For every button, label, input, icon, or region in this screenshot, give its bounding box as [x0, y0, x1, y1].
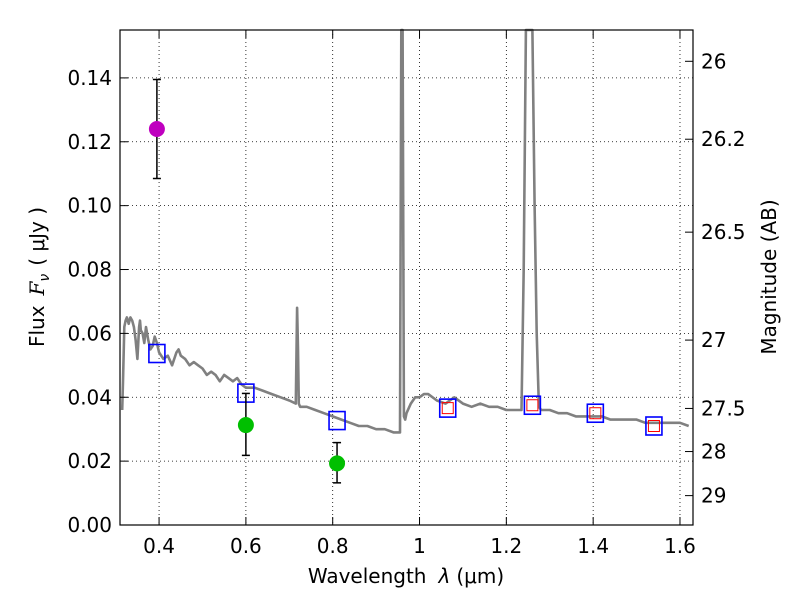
y2-tick-label: 27.5 — [701, 396, 746, 420]
upper-limit-square — [647, 420, 660, 432]
y2-axis-title: Magnitude (AB) — [757, 199, 781, 354]
y2-tick-label: 27 — [701, 328, 726, 352]
model-flux-square — [328, 410, 346, 431]
y2-tick-label: 26.2 — [701, 127, 746, 151]
x-tick-label: 1.6 — [664, 534, 696, 558]
x-axis-title-unit: (μm) — [456, 564, 504, 588]
model-flux-square — [645, 416, 663, 436]
model-flux-square — [148, 343, 166, 364]
y2-tick-label: 28 — [701, 440, 726, 464]
model-flux-square — [586, 403, 605, 424]
x-tick-label: 0.4 — [143, 534, 175, 558]
x-tick-label: 0.8 — [317, 534, 349, 558]
y-axis-title-text: Flux — [25, 305, 49, 347]
observed-point — [148, 121, 165, 137]
x-tick-label: 1 — [413, 534, 426, 558]
y2-tick-label: 29 — [701, 484, 726, 508]
x-tick-label: 0.6 — [230, 534, 262, 558]
y-tick-label: 0.08 — [67, 258, 112, 282]
x-axis-title-text: Wavelength — [308, 564, 427, 588]
y2-tick-label: 26.5 — [701, 220, 746, 244]
ticks: 0.4 0.6 0.8 1 1.2 1.4 1.6 0.00 0.02 0.04 0.06 0.08 0… — [67, 30, 746, 558]
x-axis-title-symbol: λ — [438, 564, 451, 588]
marker-layer — [148, 78, 663, 484]
plot-frame — [119, 29, 694, 526]
y-tick-label: 0.00 — [67, 513, 112, 537]
y-tick-label: 0.06 — [67, 321, 112, 345]
y-axis-title: Flux Fν ( μJy ) — [25, 207, 53, 347]
model-flux-square — [523, 395, 542, 416]
x-tick-label: 1.2 — [490, 534, 522, 558]
x-axis-title: Wavelength λ (μm) — [308, 564, 504, 588]
y-tick-label: 0.14 — [67, 66, 112, 90]
observed-point — [329, 455, 346, 472]
y-tick-label: 0.02 — [67, 449, 112, 473]
sed-line — [120, 28, 690, 434]
y-tick-label: 0.10 — [67, 194, 112, 218]
x-tick-label: 1.4 — [577, 534, 609, 558]
y-tick-label: 0.04 — [67, 385, 112, 409]
y-axis-title-symbol: F — [25, 280, 49, 296]
y2-tick-label: 26 — [701, 49, 726, 73]
y-tick-label: 0.12 — [67, 130, 112, 154]
y-axis-title-unit: ( μJy ) — [25, 207, 49, 266]
upper-limit-square — [589, 407, 602, 420]
upper-limit-square — [526, 399, 539, 412]
observed-point — [237, 417, 254, 434]
model-flux-square — [438, 398, 457, 418]
sed-line-layer — [120, 28, 690, 434]
y-axis-title-sub: ν — [37, 274, 53, 282]
upper-limit-square — [441, 402, 454, 415]
